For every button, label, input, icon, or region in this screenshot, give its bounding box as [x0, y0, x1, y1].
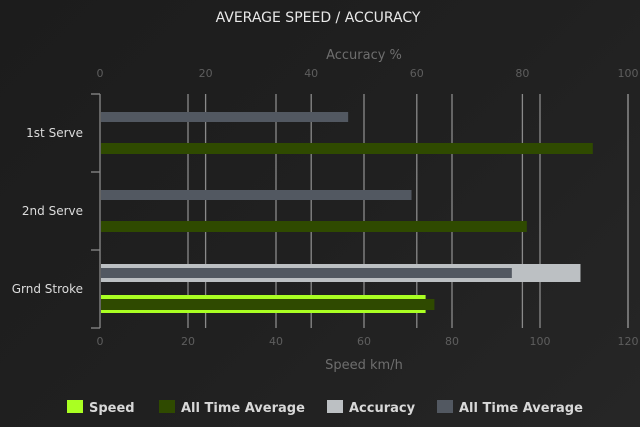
chart-title: AVERAGE SPEED / ACCURACY — [216, 10, 421, 26]
bottom-tick-label: 100 — [530, 335, 551, 348]
bottom-axis-label: Speed km/h — [325, 358, 403, 373]
bottom-tick-label: 0 — [97, 335, 104, 348]
top-axis-label: Accuracy % — [326, 48, 402, 63]
speed-average-bar — [101, 299, 435, 310]
bottom-tick-label: 120 — [618, 335, 639, 348]
category-label: 1st Serve — [26, 126, 83, 140]
top-tick-label: 80 — [515, 67, 529, 80]
category-label: Grnd Stroke — [12, 282, 83, 296]
accuracy-average-bar — [101, 112, 349, 122]
legend-label: All Time Average — [181, 401, 305, 416]
legend-label: All Time Average — [459, 401, 583, 416]
top-tick-label: 100 — [618, 67, 639, 80]
bottom-tick-label: 40 — [269, 335, 283, 348]
top-tick-label: 20 — [199, 67, 213, 80]
speed-average-bar — [101, 143, 593, 154]
accuracy-average-bar — [101, 268, 512, 278]
legend-swatch — [327, 400, 343, 413]
legend-swatch — [159, 400, 175, 413]
speed-average-bar — [101, 221, 527, 232]
top-tick-label: 60 — [410, 67, 424, 80]
legend-swatch — [437, 400, 453, 413]
legend-swatch — [67, 400, 83, 413]
top-tick-label: 0 — [97, 67, 104, 80]
category-label: 2nd Serve — [22, 204, 83, 218]
bottom-tick-label: 80 — [445, 335, 459, 348]
bottom-tick-label: 20 — [181, 335, 195, 348]
legend-label: Accuracy — [349, 401, 416, 416]
top-tick-label: 40 — [304, 67, 318, 80]
accuracy-average-bar — [101, 190, 412, 200]
legend-label: Speed — [89, 401, 135, 416]
bottom-tick-label: 60 — [357, 335, 371, 348]
